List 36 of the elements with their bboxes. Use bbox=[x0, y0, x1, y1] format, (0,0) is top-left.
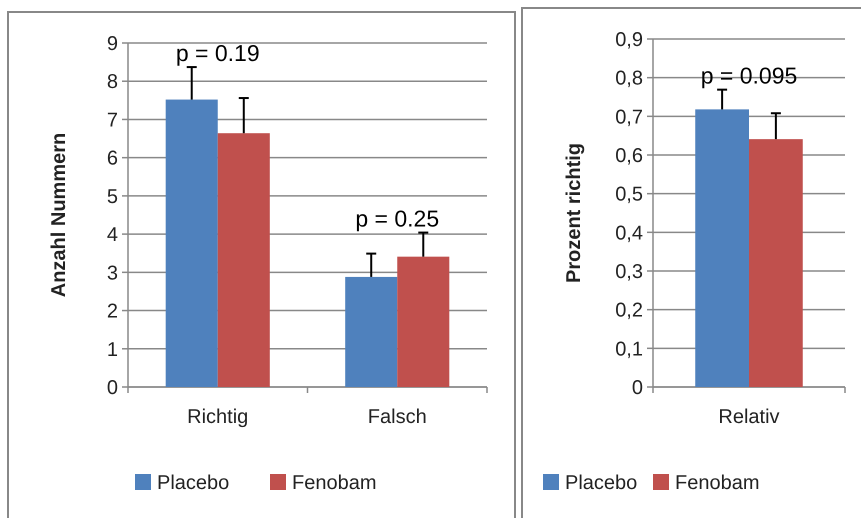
x-tick-label: Richtig bbox=[187, 406, 248, 428]
y-tick-label: 0,5 bbox=[615, 184, 643, 206]
y-tick-label: 7 bbox=[106, 109, 118, 132]
bar bbox=[397, 256, 450, 387]
bar bbox=[218, 133, 270, 387]
legend-label: Placebo bbox=[565, 472, 638, 494]
y-tick-label: 0,7 bbox=[615, 106, 643, 128]
bar bbox=[166, 100, 218, 387]
y-tick-label: 0 bbox=[632, 377, 643, 399]
y-tick-label: 5 bbox=[106, 186, 118, 208]
annotation: p = 0.19 bbox=[176, 40, 260, 66]
y-tick-label: 0,9 bbox=[615, 29, 643, 51]
y-tick-label: 0,6 bbox=[615, 145, 643, 167]
y-tick-label: 0,4 bbox=[615, 222, 643, 244]
y-tick-label: 2 bbox=[106, 300, 118, 323]
x-tick-label: Falsch bbox=[368, 406, 427, 428]
annotation: p = 0.095 bbox=[700, 62, 798, 89]
legend-label: Placebo bbox=[157, 472, 230, 494]
y-tick-label: 8 bbox=[106, 71, 118, 94]
y-tick-label: 6 bbox=[106, 148, 118, 170]
annotation: p = 0.25 bbox=[355, 206, 440, 232]
legend-label: Fenobam bbox=[292, 472, 376, 494]
y-tick-label: 0,8 bbox=[615, 68, 643, 90]
y-tick-label: 3 bbox=[106, 262, 118, 284]
y-tick-label: 0,3 bbox=[615, 261, 643, 283]
y-axis-title: Prozent richtig bbox=[563, 142, 585, 284]
y-tick-label: 0,1 bbox=[615, 338, 643, 360]
y-tick-label: 4 bbox=[106, 224, 118, 246]
y-axis-title: Anzahl Nummern bbox=[48, 132, 70, 298]
y-tick-label: 0,2 bbox=[615, 300, 643, 322]
bar bbox=[345, 276, 398, 387]
y-tick-label: 1 bbox=[106, 338, 118, 361]
y-tick-label: 0 bbox=[106, 377, 118, 399]
legend-label: Fenobam bbox=[675, 472, 760, 494]
x-tick-label: Relativ bbox=[718, 406, 780, 428]
y-tick-label: 9 bbox=[106, 33, 118, 55]
